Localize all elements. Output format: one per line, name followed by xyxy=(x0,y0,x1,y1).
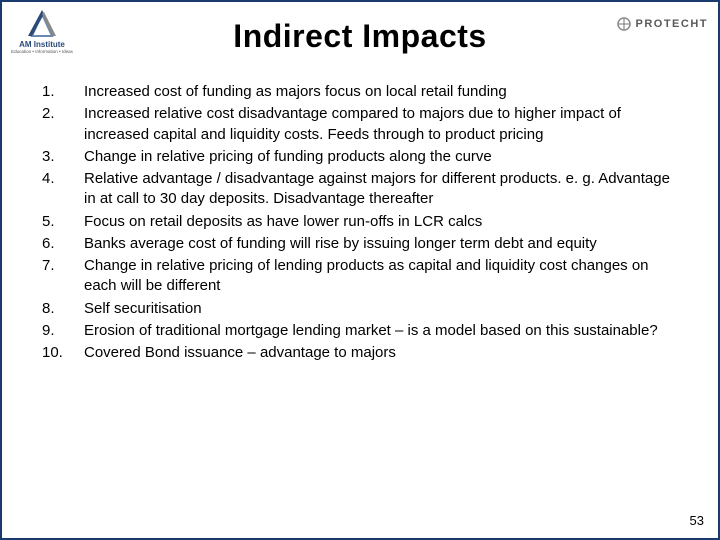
list-number: 8. xyxy=(42,299,84,319)
protecht-name: PROTECHT xyxy=(636,18,709,30)
list-item: 7. Change in relative pricing of lending… xyxy=(42,256,678,297)
list-item: 2. Increased relative cost disadvantage … xyxy=(42,104,678,145)
list-number: 4. xyxy=(42,169,84,210)
list-item: 9. Erosion of traditional mortgage lendi… xyxy=(42,321,678,341)
protecht-logo: PROTECHT xyxy=(616,16,709,32)
slide-title: Indirect Impacts xyxy=(233,18,486,55)
list-item: 10. Covered Bond issuance – advantage to… xyxy=(42,343,678,363)
list-text: Increased cost of funding as majors focu… xyxy=(84,82,678,102)
list-number: 10. xyxy=(42,343,84,363)
list-item: 3. Change in relative pricing of funding… xyxy=(42,147,678,167)
list-text: Banks average cost of funding will rise … xyxy=(84,234,678,254)
list-number: 1. xyxy=(42,82,84,102)
list-number: 7. xyxy=(42,256,84,297)
am-institute-icon xyxy=(22,8,62,40)
am-institute-name: AM Institute xyxy=(19,41,65,49)
list-text: Change in relative pricing of lending pr… xyxy=(84,256,678,297)
list-number: 5. xyxy=(42,212,84,232)
list-text: Relative advantage / disadvantage agains… xyxy=(84,169,678,210)
list-text: Erosion of traditional mortgage lending … xyxy=(84,321,678,341)
page-number: 53 xyxy=(690,513,704,528)
list-item: 8. Self securitisation xyxy=(42,299,678,319)
am-institute-logo: AM Institute Education • Information • I… xyxy=(8,8,76,58)
slide-header: AM Institute Education • Information • I… xyxy=(2,2,718,70)
list-item: 1. Increased cost of funding as majors f… xyxy=(42,82,678,102)
list-item: 5. Focus on retail deposits as have lowe… xyxy=(42,212,678,232)
protecht-icon xyxy=(616,16,632,32)
list-text: Self securitisation xyxy=(84,299,678,319)
list-text: Covered Bond issuance – advantage to maj… xyxy=(84,343,678,363)
list-number: 3. xyxy=(42,147,84,167)
slide-body: 1. Increased cost of funding as majors f… xyxy=(2,70,718,363)
list-text: Change in relative pricing of funding pr… xyxy=(84,147,678,167)
list-item: 6. Banks average cost of funding will ri… xyxy=(42,234,678,254)
am-institute-tagline: Education • Information • Ideas xyxy=(11,50,73,55)
list-text: Focus on retail deposits as have lower r… xyxy=(84,212,678,232)
list-text: Increased relative cost disadvantage com… xyxy=(84,104,678,145)
list-number: 9. xyxy=(42,321,84,341)
list-number: 6. xyxy=(42,234,84,254)
list-item: 4. Relative advantage / disadvantage aga… xyxy=(42,169,678,210)
list-number: 2. xyxy=(42,104,84,145)
